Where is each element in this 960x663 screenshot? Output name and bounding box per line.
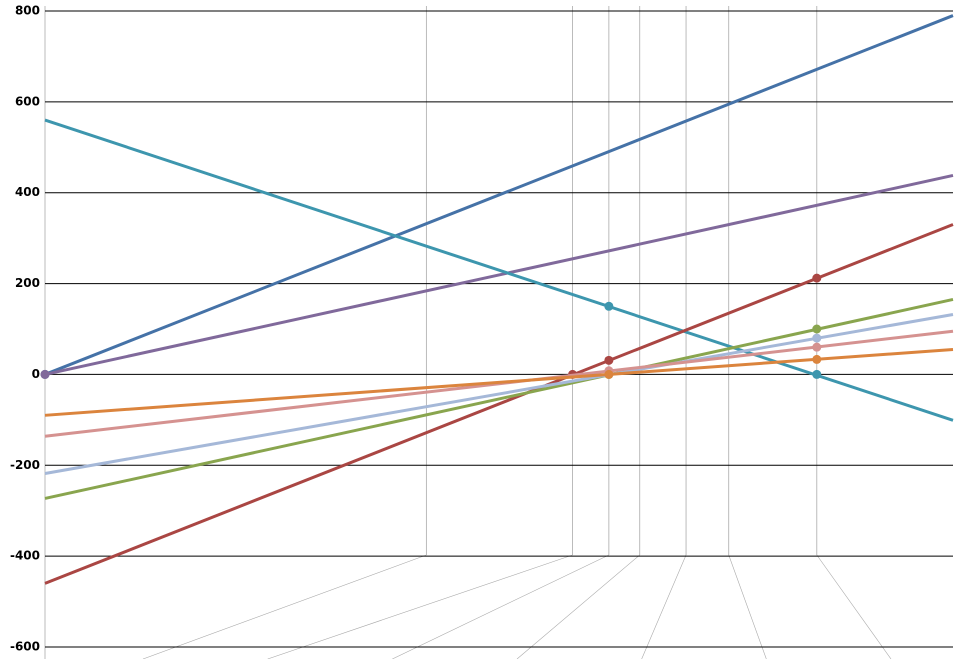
- series-line: [44, 223, 954, 585]
- series-line: [44, 298, 954, 500]
- point: [40, 369, 50, 379]
- y-tick-label: 400: [15, 185, 40, 199]
- series-line: [44, 173, 954, 376]
- y-tick-label: 0: [32, 367, 40, 381]
- leader-line: [142, 554, 427, 660]
- point: [812, 333, 822, 343]
- y-tick-label: -600: [10, 640, 40, 654]
- point: [604, 301, 614, 311]
- point: [812, 369, 822, 379]
- point: [604, 355, 614, 365]
- y-tick-label: -200: [10, 458, 40, 472]
- series-line: [44, 312, 954, 475]
- point: [812, 273, 822, 283]
- leader-line: [392, 554, 609, 660]
- leader-line: [267, 554, 573, 660]
- point: [812, 354, 822, 364]
- point: [604, 369, 614, 379]
- y-tick-label: -400: [10, 549, 40, 563]
- leader-line: [728, 554, 767, 660]
- leader-line: [516, 554, 640, 660]
- series-line: [44, 118, 954, 422]
- leader-line: [816, 554, 892, 660]
- y-tick-label: 800: [15, 4, 40, 18]
- series-line: [44, 14, 954, 376]
- y-tick-label: 200: [15, 276, 40, 290]
- y-tick-label: 600: [15, 94, 40, 108]
- point: [812, 342, 822, 352]
- series-line: [44, 347, 954, 417]
- leader-line: [641, 554, 687, 660]
- point: [812, 324, 822, 334]
